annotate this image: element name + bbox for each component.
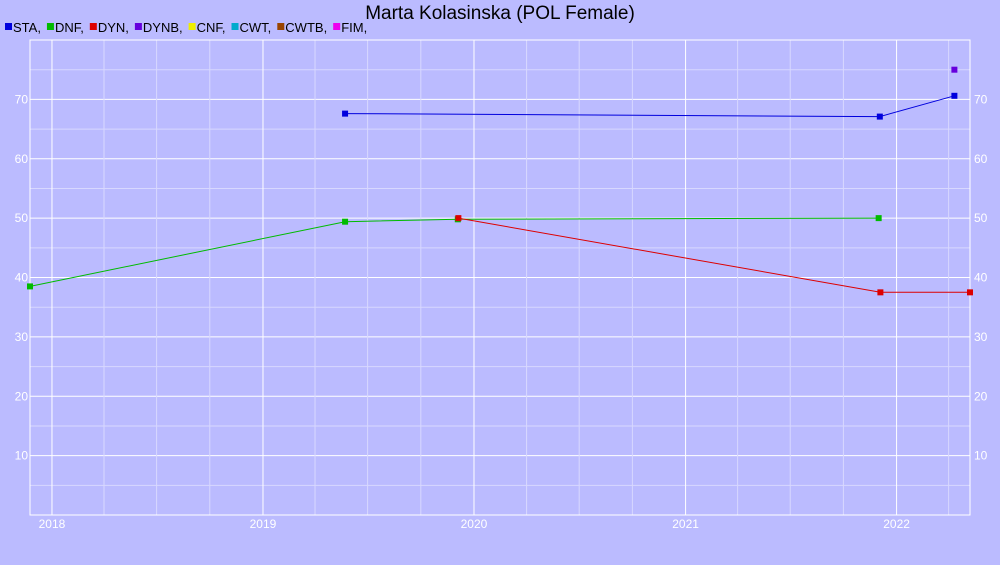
y-tick-label-left: 40 [15,271,29,285]
y-tick-label-right: 30 [974,330,988,344]
y-tick-label-right: 40 [974,271,988,285]
data-point-sta [342,110,349,117]
x-tick-label: 2021 [672,517,699,531]
y-tick-label-right: 20 [974,389,988,403]
data-point-dyn [967,289,973,296]
legend-label-cnf: CNF, [197,20,226,35]
legend-swatch-cwtb [277,23,285,30]
data-point-dnf [342,218,349,225]
legend: STA, DNF, DYN, DYNB, CNF, CWT, CWTB, FIM, [5,20,367,35]
series-line-dyn [458,217,970,293]
y-tick-label-left: 30 [15,330,29,344]
chart-title: Marta Kolasinska (POL Female) [365,3,635,24]
grid [30,40,970,515]
legend-label-cwt: CWT, [240,20,272,35]
y-tick-label-right: 70 [974,92,988,106]
legend-label-sta: STA, [13,20,41,35]
y-tick-label-left: 60 [15,152,29,166]
y-tick-label-left: 20 [15,389,29,403]
legend-swatch-dnf [46,23,54,30]
y-tick-label-left: 70 [15,92,29,106]
data-point-dynb [951,66,958,73]
data-point-dnf [27,283,33,290]
y-tick-label-right: 50 [974,211,988,225]
legend-swatch-sta [5,23,12,30]
y-tick-label-right: 10 [974,449,988,463]
legend-label-cwtb: CWTB, [285,20,327,35]
legend-label-dnf: DNF, [55,20,84,35]
legend-swatch-cnf [188,23,196,30]
data-point-sta [951,92,958,99]
legend-swatch-cwt [231,23,239,30]
x-tick-label: 2020 [461,517,488,531]
plot-area [29,39,971,516]
y-tick-label-right: 60 [974,152,988,166]
legend-label-dynb: DYNB, [143,20,183,35]
legend-swatch-dynb [134,23,142,30]
data-point-dnf [875,215,882,222]
x-tick-label: 2019 [250,517,277,531]
data-point-dyn [877,289,884,296]
data-point-sta [876,113,883,120]
x-tick-label: 2018 [39,517,66,531]
legend-label-dyn: DYN, [98,20,129,35]
y-tick-label-left: 10 [15,449,29,463]
series [27,66,973,296]
x-tick-label: 2022 [883,517,910,531]
data-point-dyn [455,215,462,222]
series-line-dnf [29,217,879,287]
y-tick-label-left: 50 [15,211,29,225]
legend-swatch-dyn [89,23,97,30]
legend-swatch-fim [333,23,341,30]
legend-label-fim: FIM, [341,20,367,35]
